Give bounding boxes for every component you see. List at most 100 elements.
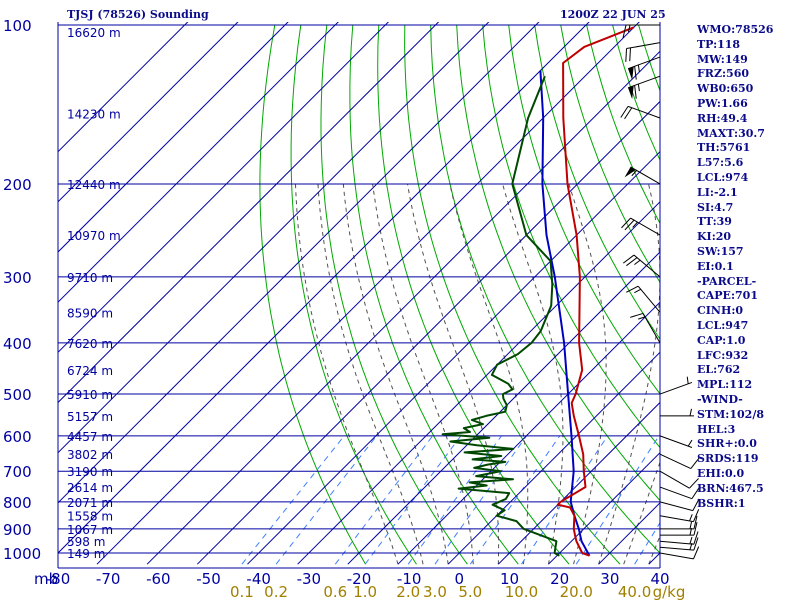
sounding-index-item: LFC:932: [697, 348, 749, 362]
sounding-index-item: MW:149: [697, 52, 748, 66]
moist-adiabat-line: [449, 183, 529, 565]
sounding-index-item: PW:1.66: [697, 96, 748, 110]
moist-adiabat-line: [502, 183, 564, 565]
moist-adiabat-line: [598, 183, 660, 565]
wind-barb: [659, 486, 700, 500]
height-label: 14230 m: [67, 107, 121, 121]
sounding-index-item: KI:20: [697, 230, 732, 244]
wind-barb: [621, 217, 661, 236]
sounding-index-item: STM:102/8: [697, 407, 764, 421]
mixing-ratio-label: 0.1: [230, 583, 254, 600]
sounding-index-item: SHR+:0.0: [697, 437, 757, 451]
mixing-ratio-label: 1.0: [353, 583, 377, 600]
isotherm-line: [247, 150, 660, 565]
dry-adiabat-line: [290, 24, 417, 565]
height-label: 12440 m: [67, 178, 121, 192]
height-label: 6724 m: [67, 364, 113, 378]
sounding-index-item: CAPE:701: [697, 289, 758, 303]
dry-adiabat-line: [349, 24, 519, 565]
temperature-tick-label: 20: [550, 570, 569, 588]
dry-adiabat-line: [534, 24, 660, 340]
sounding-index-item: BSHR:1: [697, 496, 746, 510]
height-label: 1067 m: [67, 523, 113, 537]
pressure-tick-label: 1000: [3, 545, 41, 563]
height-label: 3802 m: [67, 448, 113, 462]
wind-barb: [630, 312, 661, 344]
sounding-index-item: CINH:0: [697, 304, 744, 318]
pressure-tick-label: 600: [3, 428, 32, 446]
height-label: 3190 m: [67, 465, 113, 479]
height-label: 2614 m: [67, 481, 113, 495]
moist-adiabat-line: [295, 183, 399, 565]
height-label: 8590 m: [67, 306, 113, 320]
wind-barb: [659, 470, 699, 489]
mixing-ratio-line: [364, 435, 462, 565]
dewpoint-line: [441, 75, 560, 557]
wind-barb: [659, 498, 700, 512]
temperature-tick-label: 40: [650, 570, 669, 588]
sounding-index-item: L57:5.6: [697, 156, 744, 170]
sounding-index-item: FRZ:560: [697, 67, 750, 81]
pressure-tick-label: 900: [3, 521, 32, 539]
wind-barb: [627, 56, 661, 80]
wind-barb: [625, 42, 661, 62]
moist-adiabat-line: [372, 183, 474, 565]
isotherm-line: [196, 100, 660, 565]
temperature-tick-label: 0: [455, 570, 465, 588]
sounding-index-item: -PARCEL-: [697, 274, 757, 288]
moist-adiabat-line: [623, 460, 660, 565]
wind-barb: [659, 509, 700, 523]
temperature-tick-label: -60: [146, 570, 171, 588]
chart-title-time: 1200Z 22 JUN 25: [560, 8, 666, 21]
isotherm-line: [548, 451, 660, 565]
temperature-tick-label: -20: [347, 570, 372, 588]
isotherm-line: [58, 22, 390, 354]
mixing-ratio-label: 5.0: [458, 583, 482, 600]
mixing-ratio-line: [575, 435, 660, 565]
isotherm-line: [58, 22, 540, 504]
moist-adiabat-line: [342, 183, 449, 565]
height-label: 598 m: [67, 535, 105, 549]
isotherm-line: [146, 50, 660, 565]
sounding-index-item: TT:39: [697, 215, 732, 229]
sounding-index-item: TH:5761: [697, 141, 751, 155]
temperature-tick-label: -80: [46, 570, 71, 588]
height-label: 7620 m: [67, 337, 113, 351]
temperature-tick-label: -70: [96, 570, 121, 588]
isotherm-line: [397, 301, 660, 565]
mixing-ratio-label: 0.6: [323, 583, 347, 600]
wind-barb: [659, 546, 700, 560]
mixing-ratio-label: 3.0: [423, 583, 447, 600]
sounding-indices-list: WMO:78526 TP:118 MW:149 FRZ:560 WB0:650 PW:1.…: [697, 23, 773, 511]
wind-barb: [660, 408, 694, 417]
mixing-ratio-line: [241, 435, 345, 565]
pressure-tick-label: 800: [3, 494, 32, 512]
temperature-line: [556, 26, 635, 557]
isotherm-line: [297, 201, 660, 565]
mixing-ratio-label: 10.0: [505, 583, 538, 600]
pressure-tick-label: 500: [3, 386, 32, 404]
mixing-ratio-label: 20.0: [560, 583, 593, 600]
mixing-ratio-label: 40.0: [618, 583, 651, 600]
isotherm-line: [58, 22, 189, 153]
pressure-tick-label: 400: [3, 335, 32, 353]
sounding-index-item: LCL:947: [697, 318, 749, 332]
dry-adiabat-line: [320, 24, 468, 565]
height-label: 4457 m: [67, 430, 113, 444]
sounding-index-item: RH:49.4: [697, 111, 748, 125]
sounding-index-item: EHI:0.0: [697, 466, 745, 480]
height-label: 149 m: [67, 547, 105, 561]
mixing-ratio-label: 0.2: [264, 583, 288, 600]
isotherm-line: [347, 251, 660, 565]
sounding-index-item: SRDS:119: [697, 452, 759, 466]
isotherm-line: [58, 22, 289, 253]
wind-barb: [622, 254, 661, 278]
pressure-tick-label: 100: [3, 17, 32, 35]
isotherm-line: [447, 351, 660, 565]
dry-adiabat-line: [795, 25, 800, 564]
height-label: 9710 m: [67, 271, 113, 285]
wind-barb: [659, 453, 700, 470]
mixing-ratio-line: [434, 435, 527, 565]
height-label: 10970 m: [67, 229, 121, 243]
